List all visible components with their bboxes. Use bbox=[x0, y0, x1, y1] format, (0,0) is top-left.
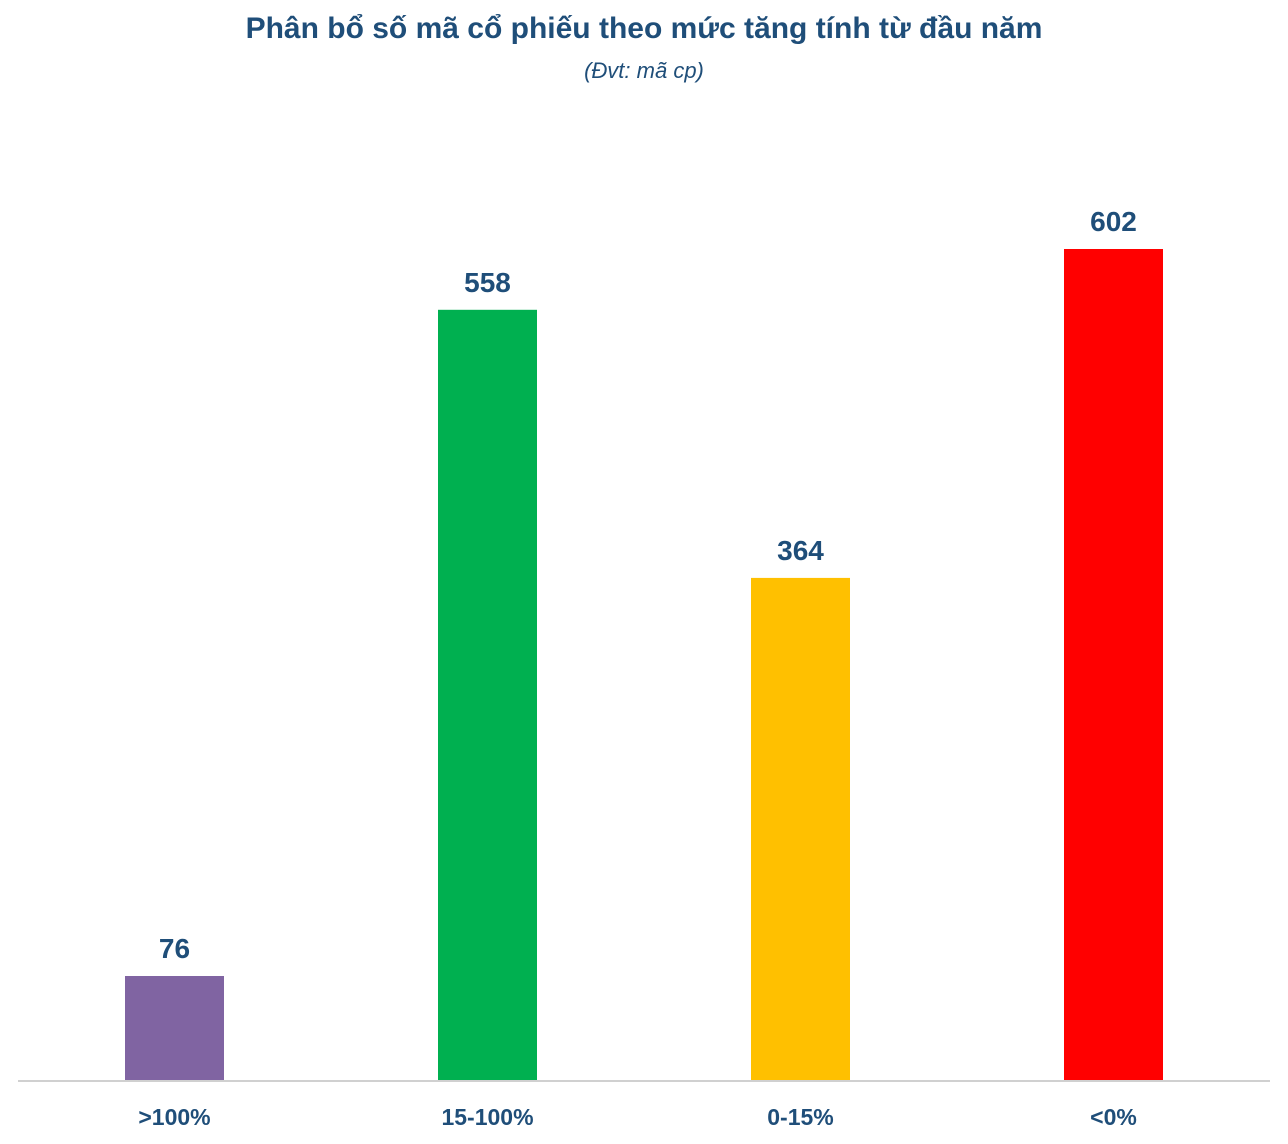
data-label-2: 558 bbox=[464, 267, 511, 298]
data-label-1: 76 bbox=[159, 933, 190, 964]
x-tick-labels-layer: >100% 15-100% 0-15% <0% bbox=[138, 1104, 1136, 1130]
data-label-3: 364 bbox=[777, 535, 824, 566]
x-tick-label-3: 0-15% bbox=[767, 1104, 833, 1130]
bar-3 bbox=[751, 577, 850, 1081]
x-tick-label-1: >100% bbox=[138, 1104, 210, 1130]
x-tick-label-2: 15-100% bbox=[441, 1104, 533, 1130]
data-labels-layer: 76 558 364 602 bbox=[159, 206, 1137, 964]
data-label-4: 602 bbox=[1090, 206, 1137, 237]
bar-4 bbox=[1064, 249, 1163, 1081]
bar-1 bbox=[125, 976, 224, 1081]
bars-layer bbox=[125, 249, 1163, 1081]
chart-title: Phân bổ số mã cổ phiếu theo mức tăng tín… bbox=[245, 12, 1043, 45]
bar-2 bbox=[438, 309, 537, 1081]
x-tick-label-4: <0% bbox=[1090, 1104, 1137, 1130]
chart-subtitle: (Đvt: mã cp) bbox=[584, 58, 704, 83]
